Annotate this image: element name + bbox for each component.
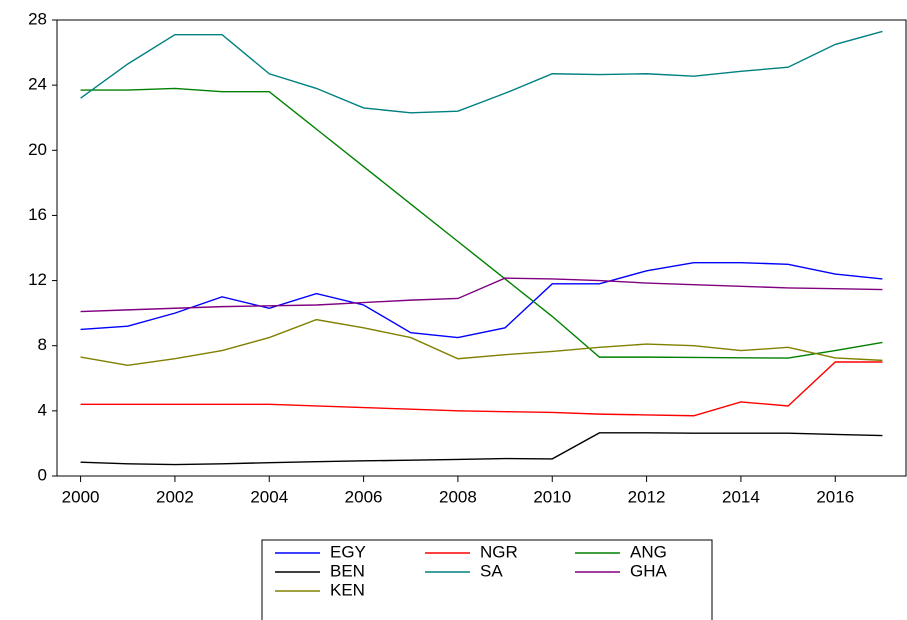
series-line — [80, 318, 883, 366]
x-tick-label: 2008 — [439, 487, 477, 506]
x-tick-label: 2000 — [62, 487, 100, 506]
y-tick-label: 8 — [38, 335, 47, 354]
x-tick-label: 2004 — [250, 487, 288, 506]
x-tick-label: 2014 — [722, 487, 760, 506]
y-tick-label: 20 — [28, 140, 47, 159]
legend-box — [261, 539, 713, 620]
series-line — [80, 30, 883, 114]
x-tick-label: 2006 — [345, 487, 383, 506]
y-tick-label: 16 — [28, 205, 47, 224]
series-line — [80, 277, 883, 313]
x-tick-label: 2012 — [628, 487, 666, 506]
series-line — [80, 432, 883, 466]
series-line — [80, 261, 883, 339]
legend-label: ANG — [630, 542, 667, 561]
x-tick-label: 2010 — [533, 487, 571, 506]
series-line — [80, 361, 883, 417]
y-tick-label: 12 — [28, 270, 47, 289]
legend-label: KEN — [330, 580, 365, 599]
y-tick-label: 0 — [38, 465, 47, 484]
legend-label: EGY — [330, 542, 366, 561]
y-tick-label: 4 — [38, 400, 47, 419]
x-tick-label: 2016 — [816, 487, 854, 506]
x-tick-label: 2002 — [156, 487, 194, 506]
plot-frame — [56, 19, 907, 477]
legend-label: GHA — [630, 561, 668, 580]
legend-label: NGR — [480, 542, 518, 561]
y-tick-label: 28 — [28, 9, 47, 28]
y-tick-label: 24 — [28, 75, 47, 94]
legend-label: SA — [480, 561, 503, 580]
legend-label: BEN — [330, 561, 365, 580]
series-line — [80, 87, 883, 359]
